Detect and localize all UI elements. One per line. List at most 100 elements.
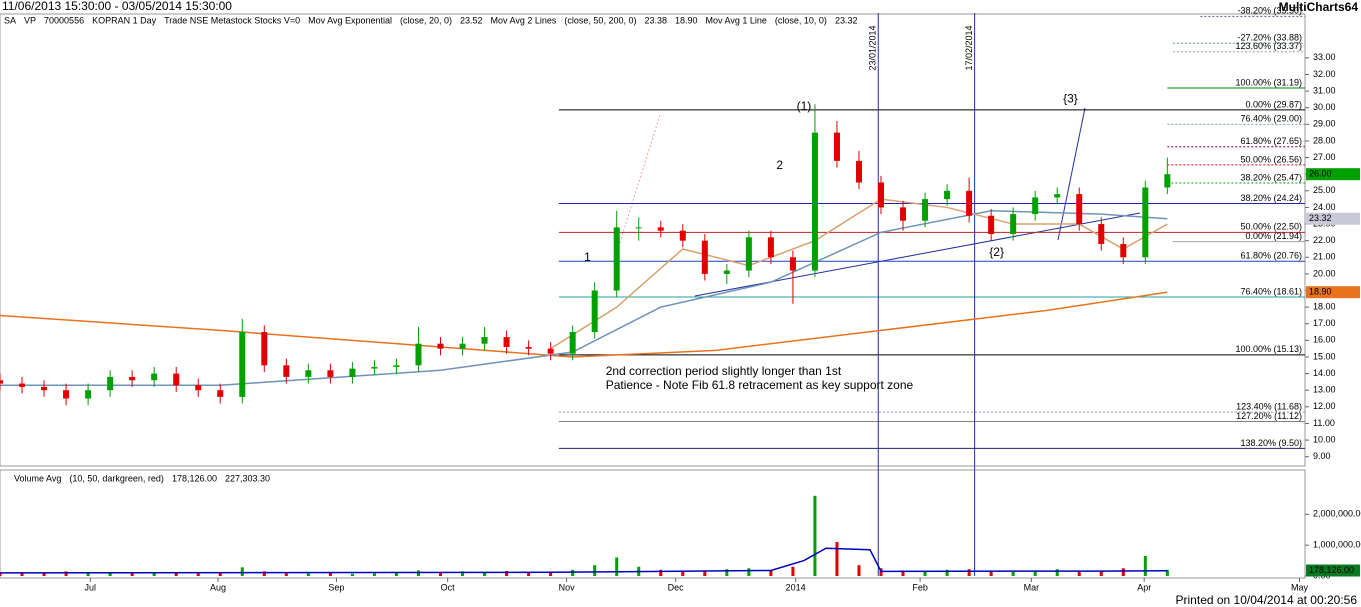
candle-body	[745, 237, 752, 271]
candle-body	[371, 366, 378, 369]
fib-label: 0.00% (21.94)	[1245, 231, 1302, 241]
legend-item: (close, 10, 0)	[775, 15, 827, 25]
x-tick-label: Dec	[668, 582, 685, 592]
x-tick-label: Aug	[210, 582, 226, 592]
legend-item: KOPRAN 1 Day	[92, 15, 157, 25]
price-tag-label: 26.00	[1309, 169, 1332, 179]
footer: Printed on 10/04/2014 at 00:20:56	[1176, 593, 1358, 607]
candle-body	[701, 240, 708, 274]
candle-body	[151, 373, 158, 381]
candle-body	[569, 332, 576, 354]
y-tick-label: 28.00	[1313, 135, 1336, 145]
fib-label: 61.80% (27.65)	[1240, 136, 1302, 146]
candle-body	[525, 347, 532, 349]
candle-body	[85, 390, 92, 399]
legend-item: 23.52	[460, 15, 483, 25]
volume-bar	[593, 565, 597, 576]
fib-label: -38.20% (35.50)	[1237, 6, 1302, 16]
volume-bar	[42, 572, 46, 576]
x-tick-label: Feb	[912, 582, 928, 592]
volume-bar	[174, 572, 178, 576]
volume-bar	[416, 570, 420, 576]
volume-average	[0, 547, 1168, 574]
candle-body	[833, 132, 840, 161]
volume-bar	[1143, 555, 1147, 576]
volume-bar	[615, 557, 619, 576]
candle-body	[173, 373, 180, 386]
volume-bar	[130, 573, 134, 576]
price-tag-label: 18.90	[1309, 287, 1332, 297]
volume-bar	[769, 570, 773, 576]
y-tick-label: 21.00	[1313, 252, 1336, 262]
volume-bar	[20, 573, 24, 576]
candle-body	[922, 199, 929, 221]
candle-body	[944, 190, 951, 200]
fib-label: 50.00% (22.50)	[1240, 222, 1302, 232]
candle-body	[1142, 187, 1149, 258]
legend-item: (close, 50, 200, 0)	[564, 15, 636, 25]
annotation: {3}	[1063, 92, 1078, 106]
fib-label: 100.00% (31.19)	[1235, 77, 1302, 87]
candle-body	[217, 390, 224, 397]
x-tick-label: Mar	[1024, 582, 1040, 592]
y-tick-label: 30.00	[1313, 102, 1336, 112]
candle-body	[261, 332, 268, 366]
fib-label: 0.00% (29.87)	[1245, 99, 1302, 109]
y-tick-label: 14.00	[1313, 368, 1336, 378]
fib-label: 76.40% (18.61)	[1240, 286, 1302, 296]
volume-bar	[64, 571, 68, 576]
legend-item: Trade NSE Metastock Stocks V=0	[164, 15, 300, 25]
annotation: (1)	[797, 99, 812, 113]
y-tick-label: 18.00	[1313, 302, 1336, 312]
volume-bar	[1033, 570, 1037, 576]
x-tick-label: 2014	[786, 582, 806, 592]
volume-bar	[1077, 570, 1081, 576]
volume-bar	[1165, 569, 1169, 576]
volume-bar	[835, 542, 839, 576]
y-tick-label: 9.00	[1313, 451, 1331, 461]
y-tick-label: 1,000,000.00	[1313, 540, 1361, 550]
candle-body	[855, 160, 862, 183]
y-tick-label: 10.00	[1313, 434, 1336, 444]
y-tick-label: 32.00	[1313, 69, 1336, 79]
volume-bar	[439, 571, 443, 576]
candle-body	[41, 386, 48, 391]
fib-label: 50.00% (26.56)	[1240, 154, 1302, 164]
y-tick-label: 17.00	[1313, 318, 1336, 328]
y-tick-label: 29.00	[1313, 119, 1336, 129]
volume-bar	[659, 569, 663, 576]
fib-label: -27.20% (33.88)	[1237, 33, 1302, 43]
y-tick-label: 13.00	[1313, 385, 1336, 395]
volume-bar	[1121, 568, 1125, 576]
candle-body	[679, 230, 686, 241]
candle-body	[129, 376, 136, 381]
volume-bar	[505, 571, 509, 576]
legend-item: Mov Avg 2 Lines	[491, 15, 557, 25]
date-label: 17/02/2014	[964, 25, 974, 70]
app-name: MultiCharts64	[1279, 0, 1359, 14]
fib-label: 100.00% (15.13)	[1235, 344, 1302, 354]
candle-body	[283, 365, 290, 377]
candle-body	[0, 380, 3, 384]
volume-bar	[86, 572, 90, 576]
volume-bar	[394, 572, 398, 576]
volume-bar	[152, 572, 156, 576]
y-tick-label: 2,000,000.00	[1313, 509, 1361, 519]
fib-label: 38.20% (25.47)	[1240, 172, 1302, 182]
volume-bar	[1055, 569, 1059, 576]
volume-bar	[372, 573, 376, 576]
candle-body	[1076, 194, 1083, 225]
candle-body	[767, 237, 774, 258]
volume-bar	[813, 495, 817, 576]
volume-bar	[284, 573, 288, 576]
fib-label: 76.40% (29.00)	[1240, 114, 1302, 124]
volume-bar	[945, 569, 949, 576]
legend-item: (close, 20, 0)	[400, 15, 452, 25]
candle-body	[1032, 197, 1039, 215]
price-panel	[0, 13, 1306, 467]
candle-body	[437, 343, 444, 349]
volume-panel	[0, 469, 1306, 579]
volume-bar	[527, 572, 531, 576]
